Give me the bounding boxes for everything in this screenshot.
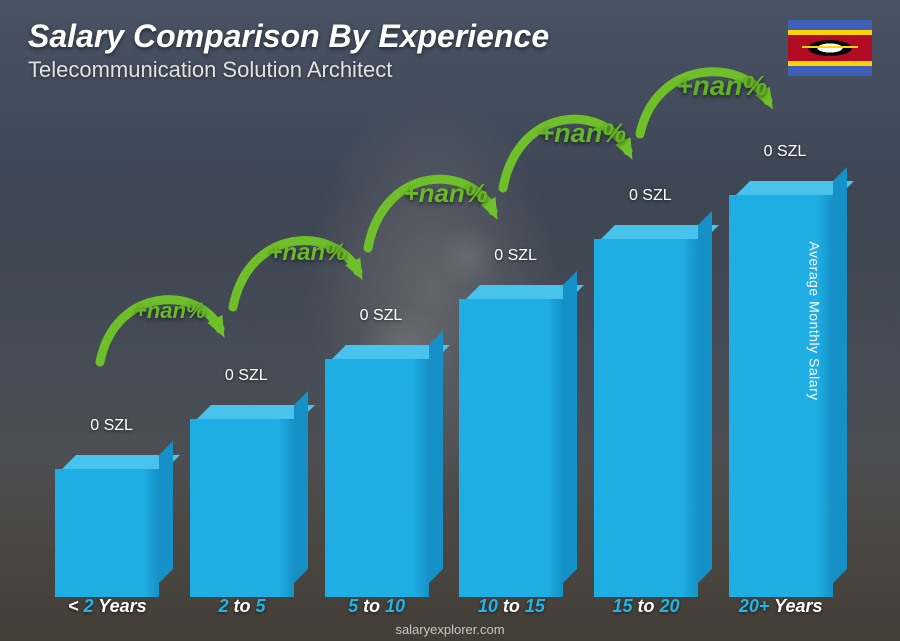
chart-title: Salary Comparison By Experience [28, 18, 872, 55]
header: Salary Comparison By Experience Telecomm… [28, 18, 872, 83]
bar-col: 0 SZL [444, 285, 579, 583]
x-axis-label: 5 to 10 [309, 596, 444, 617]
x-axis-label: 15 to 20 [579, 596, 714, 617]
bar [55, 455, 159, 583]
bar-col: 0 SZL [175, 405, 310, 583]
y-axis-label: Average Monthly Salary [806, 241, 822, 400]
x-axis-label: 20+ Years [713, 596, 848, 617]
arrow-arc-icon [360, 160, 515, 258]
bar [594, 225, 698, 583]
arrow-arc-icon [92, 282, 242, 372]
bar [190, 405, 294, 583]
percentage-increase-label: +nan% [268, 239, 346, 267]
country-flag-eswatini [788, 20, 872, 76]
bar-col: 0 SZL [713, 181, 848, 583]
bar [459, 285, 563, 583]
percentage-increase-label: +nan% [403, 178, 488, 209]
arrow-arc-icon [495, 100, 650, 198]
x-axis-labels: < 2 Years2 to 55 to 1010 to 1515 to 2020… [40, 596, 848, 617]
x-axis-label: 10 to 15 [444, 596, 579, 617]
chart-subtitle: Telecommunication Solution Architect [28, 57, 872, 83]
bar-col: 0 SZL [309, 345, 444, 583]
bar-value-label: 0 SZL [764, 143, 807, 161]
percentage-increase-label: +nan% [134, 298, 206, 324]
bar-col: 0 SZL [40, 455, 175, 583]
bar-value-label: 0 SZL [90, 417, 133, 435]
footer-attribution: salaryexplorer.com [0, 622, 900, 637]
x-axis-label: < 2 Years [40, 596, 175, 617]
percentage-increase-label: +nan% [538, 118, 626, 149]
x-axis-label: 2 to 5 [175, 596, 310, 617]
bar [325, 345, 429, 583]
arrow-arc-icon [225, 222, 380, 317]
bar-col: 0 SZL [579, 225, 714, 583]
